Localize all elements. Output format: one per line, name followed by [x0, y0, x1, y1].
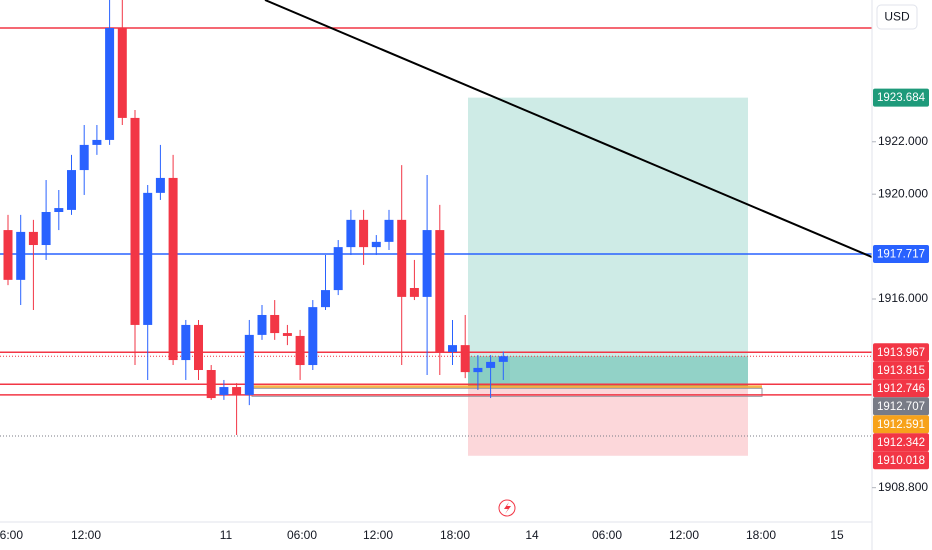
zone [252, 385, 762, 389]
price-label: 1917.717 [877, 249, 925, 261]
x-tick-label: 18:00 [746, 528, 776, 542]
candle-body [321, 290, 330, 308]
candle-body [384, 219, 394, 242]
x-tick-label: 12:00 [71, 528, 101, 542]
currency[interactable]: USD [884, 10, 910, 24]
candle-body [130, 117, 140, 325]
price-label-box [873, 379, 929, 398]
candle-body [295, 335, 305, 366]
plot-area [0, 0, 873, 456]
y-tick-label: 1916.000 [878, 291, 928, 305]
candle-body [155, 177, 165, 193]
candle-body [498, 356, 508, 362]
candle-body [41, 211, 51, 246]
lightning [504, 502, 511, 514]
x-tick-label: 18:00 [440, 528, 470, 542]
candle-body [473, 367, 483, 373]
candle-body [460, 345, 470, 373]
candle-body [28, 231, 38, 246]
y-tick-label: 1920.000 [878, 186, 928, 200]
candle-body [79, 144, 89, 171]
candle-body [486, 361, 496, 368]
candle-body [16, 231, 26, 280]
candle-body [282, 333, 292, 336]
candle-body [448, 345, 457, 352]
stop-zone [468, 385, 748, 456]
price-label: 1912.342 [877, 437, 925, 449]
price-label-box [873, 88, 929, 107]
candle-body [168, 177, 178, 361]
candle-body [371, 241, 381, 248]
candle-body [435, 230, 445, 352]
trendline [264, 0, 873, 258]
candle-body [422, 230, 432, 297]
x-tick-label: 06:00 [0, 528, 23, 542]
price-label-box [873, 397, 929, 416]
candle-body [219, 387, 229, 395]
price-label-box [873, 245, 929, 264]
candle-body [194, 324, 203, 371]
x-tick-label: 14 [525, 528, 539, 542]
x-tick-label: 06:00 [592, 528, 622, 542]
candle-body [409, 287, 419, 297]
price-label: 1912.707 [877, 401, 925, 413]
price-label-box [873, 343, 929, 362]
candle-body [67, 170, 76, 210]
price-label-box [873, 451, 929, 470]
candle-body [346, 219, 356, 248]
open-profit-extend [510, 356, 748, 386]
candle-body [3, 230, 13, 280]
candle-body [359, 219, 369, 248]
candle-body [181, 324, 191, 361]
price-label-box [873, 361, 929, 380]
price-label: 1913.815 [877, 365, 925, 377]
candle-body [244, 334, 254, 395]
candle-body [92, 139, 102, 145]
price-label: 1912.746 [877, 383, 925, 395]
candle-body [333, 247, 343, 291]
candle-body [257, 314, 267, 335]
candle-body [54, 208, 64, 212]
candle-body [232, 387, 242, 395]
price-label: 1913.967 [877, 347, 925, 359]
price-label-box [873, 415, 929, 434]
x-tick-label: 12:00 [669, 528, 699, 542]
price-label: 1923.684 [877, 92, 926, 104]
y-tick-label: 1908.800 [878, 480, 928, 494]
x-tick-label: 11 [220, 528, 233, 542]
candle-body [206, 370, 216, 399]
candle-body [117, 28, 127, 118]
price-label: 1912.591 [877, 419, 925, 431]
x-tick-label: 12:00 [363, 528, 393, 542]
candle-body [143, 192, 153, 325]
candle-body [105, 28, 115, 140]
price-label-box [873, 433, 929, 452]
target-zone [468, 97, 748, 386]
x-tick-label: 15 [830, 528, 844, 542]
candle-body [270, 314, 280, 334]
candle-body [397, 219, 407, 297]
currency-button[interactable] [876, 4, 918, 30]
x-tick-label: 06:00 [287, 528, 317, 542]
y-tick-label: 1922.000 [878, 134, 928, 148]
candle-body [308, 307, 318, 366]
price-label: 1910.018 [877, 455, 925, 467]
